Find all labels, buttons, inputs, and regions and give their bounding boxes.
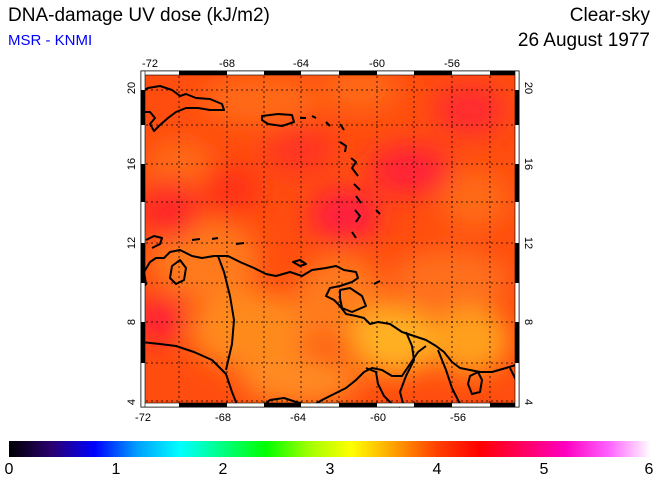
color-scale-label: 4 <box>432 461 442 478</box>
lat-tick-left: 12 <box>126 237 138 249</box>
color-scale-label: 1 <box>111 461 121 478</box>
color-scale-label: 6 <box>644 461 654 478</box>
map-border-ruler <box>140 70 520 408</box>
color-scale-bar <box>9 441 651 457</box>
lon-tick-top: -72 <box>142 58 158 70</box>
sky-condition-label: Clear-sky <box>569 5 650 26</box>
map-title: DNA-damage UV dose (kJ/m2) <box>8 5 270 26</box>
lon-tick-top: -60 <box>369 58 385 70</box>
color-scale-label: 2 <box>218 461 228 478</box>
date-label: 26 August 1977 <box>517 30 650 51</box>
color-scale-label: 3 <box>325 461 335 478</box>
lat-tick-left: 4 <box>126 399 138 405</box>
lat-tick-right: 8 <box>522 319 534 325</box>
lon-tick-bottom: -68 <box>215 412 231 424</box>
lon-tick-top: -68 <box>219 58 235 70</box>
lon-tick-bottom: -64 <box>290 412 306 424</box>
lon-tick-top: -64 <box>293 58 309 70</box>
color-scale-label: 0 <box>4 461 14 478</box>
lat-tick-right: 20 <box>522 82 534 94</box>
coastlines <box>140 85 520 408</box>
lat-tick-right: 16 <box>522 158 534 170</box>
lat-tick-right: 4 <box>522 399 534 405</box>
uv-field <box>141 71 519 407</box>
lat-tick-left: 8 <box>126 319 138 325</box>
lon-tick-bottom: -56 <box>450 412 466 424</box>
lon-tick-top: -56 <box>444 58 460 70</box>
lat-tick-left: 16 <box>126 158 138 170</box>
source-label: MSR - KNMI <box>8 32 93 49</box>
color-scale-label: 5 <box>539 461 549 478</box>
graticule <box>141 71 519 407</box>
lat-tick-left: 20 <box>126 82 138 94</box>
lon-tick-bottom: -72 <box>135 412 151 424</box>
lat-tick-right: 12 <box>522 237 534 249</box>
lon-tick-bottom: -60 <box>370 412 386 424</box>
